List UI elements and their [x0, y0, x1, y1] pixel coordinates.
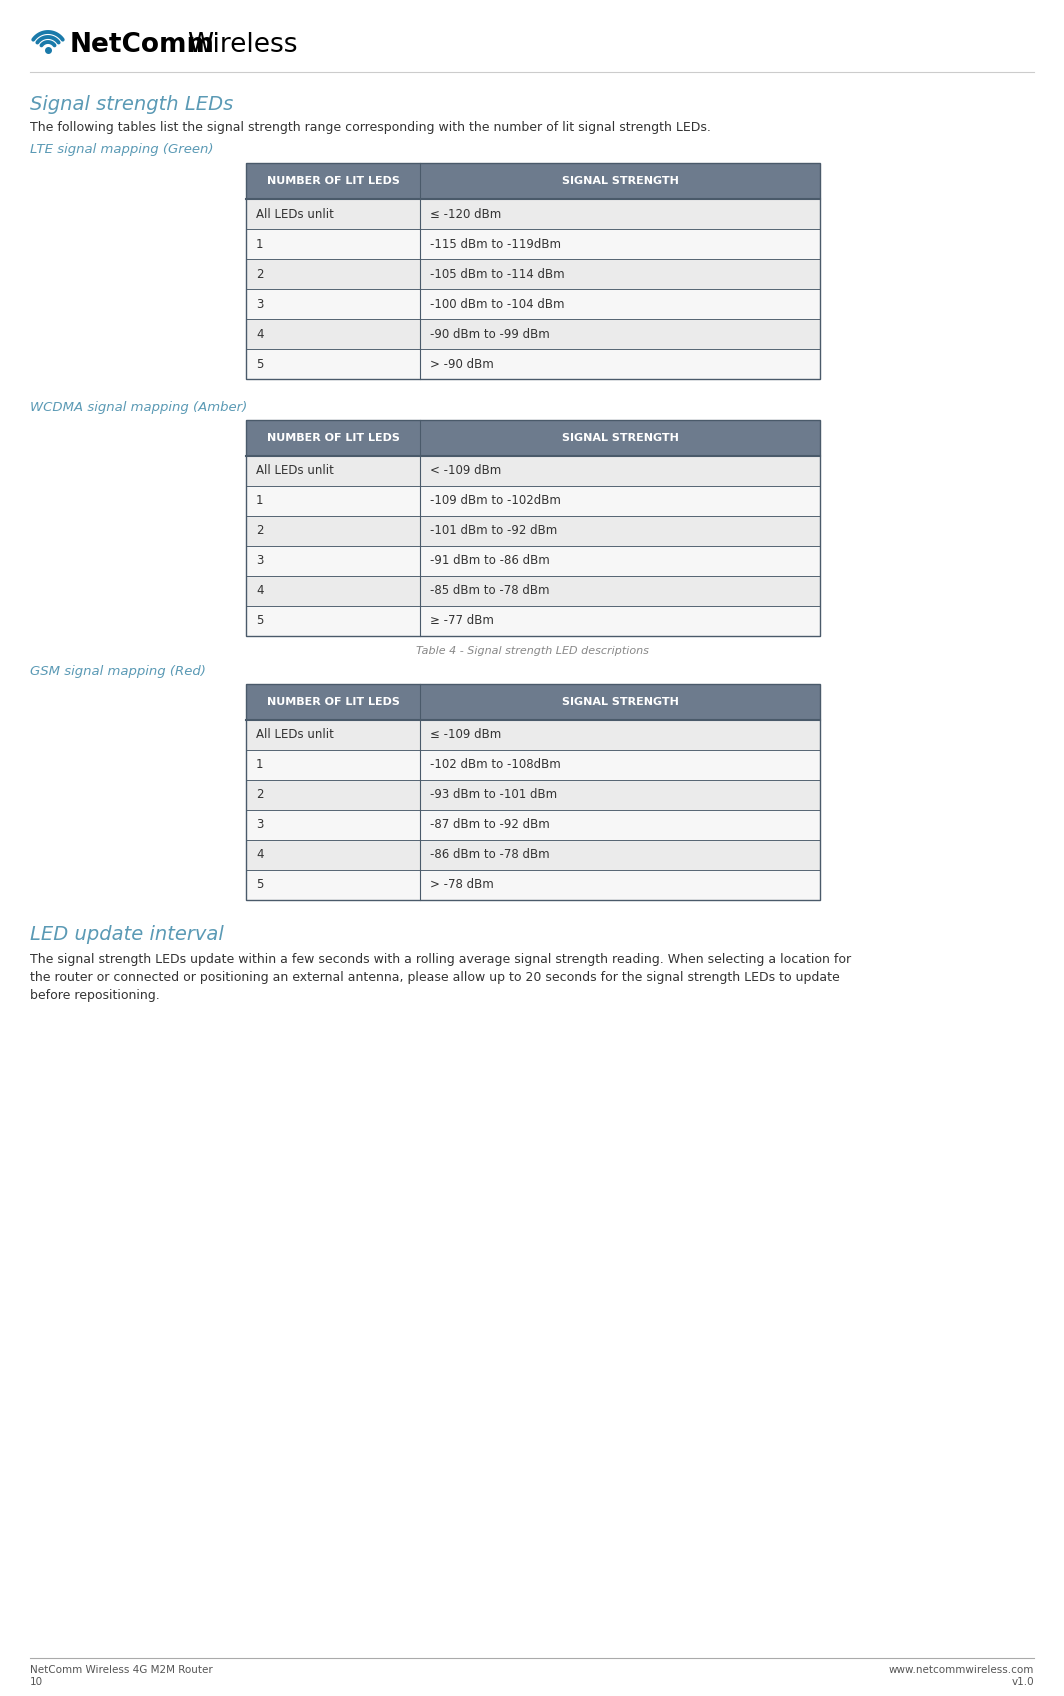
Bar: [246, 811, 820, 840]
Text: ≤ -109 dBm: ≤ -109 dBm: [430, 729, 501, 741]
Text: NetComm: NetComm: [70, 32, 215, 58]
Text: Signal strength LEDs: Signal strength LEDs: [30, 95, 233, 115]
Text: 2: 2: [256, 268, 264, 280]
Text: the router or connected or positioning an external antenna, please allow up to 2: the router or connected or positioning a…: [30, 970, 839, 984]
Bar: [246, 750, 820, 780]
Text: -87 dBm to -92 dBm: -87 dBm to -92 dBm: [430, 819, 550, 831]
Text: -115 dBm to -119dBm: -115 dBm to -119dBm: [430, 237, 561, 251]
Text: -86 dBm to -78 dBm: -86 dBm to -78 dBm: [430, 848, 550, 862]
Text: v1.0: v1.0: [1012, 1677, 1034, 1688]
Text: SIGNAL STRENGTH: SIGNAL STRENGTH: [562, 176, 679, 187]
Text: The following tables list the signal strength range corresponding with the numbe: The following tables list the signal str…: [30, 122, 711, 134]
Bar: [246, 163, 820, 378]
Text: ≥ -77 dBm: ≥ -77 dBm: [430, 614, 494, 628]
Bar: [246, 683, 820, 721]
Text: 5: 5: [256, 879, 264, 892]
Text: > -78 dBm: > -78 dBm: [430, 879, 494, 892]
Text: ≤ -120 dBm: ≤ -120 dBm: [430, 207, 501, 220]
Text: SIGNAL STRENGTH: SIGNAL STRENGTH: [562, 697, 679, 707]
Text: Wireless: Wireless: [187, 32, 298, 58]
Bar: [246, 546, 820, 577]
Text: SIGNAL STRENGTH: SIGNAL STRENGTH: [562, 432, 679, 443]
Bar: [246, 683, 820, 901]
Text: -109 dBm to -102dBm: -109 dBm to -102dBm: [430, 495, 561, 507]
Bar: [246, 721, 820, 750]
Bar: [246, 421, 820, 456]
Text: GSM signal mapping (Red): GSM signal mapping (Red): [30, 665, 205, 677]
Bar: [246, 319, 820, 349]
Text: 1: 1: [256, 495, 264, 507]
Bar: [246, 456, 820, 487]
Text: www.netcommwireless.com: www.netcommwireless.com: [888, 1665, 1034, 1676]
Text: The signal strength LEDs update within a few seconds with a rolling average sign: The signal strength LEDs update within a…: [30, 953, 851, 965]
Text: NUMBER OF LIT LEDS: NUMBER OF LIT LEDS: [267, 697, 399, 707]
Text: NetComm Wireless 4G M2M Router: NetComm Wireless 4G M2M Router: [30, 1665, 213, 1676]
Bar: [246, 487, 820, 516]
Text: -105 dBm to -114 dBm: -105 dBm to -114 dBm: [430, 268, 565, 280]
Text: LED update interval: LED update interval: [30, 926, 223, 945]
Text: 5: 5: [256, 358, 264, 370]
Bar: [246, 870, 820, 901]
Bar: [246, 288, 820, 319]
Bar: [246, 259, 820, 288]
Text: -100 dBm to -104 dBm: -100 dBm to -104 dBm: [430, 297, 565, 310]
Text: 3: 3: [256, 297, 264, 310]
Text: -90 dBm to -99 dBm: -90 dBm to -99 dBm: [430, 327, 550, 341]
Text: 1: 1: [256, 758, 264, 772]
Bar: [246, 198, 820, 229]
Text: All LEDs unlit: All LEDs unlit: [256, 465, 334, 478]
Text: -93 dBm to -101 dBm: -93 dBm to -101 dBm: [430, 789, 558, 802]
Text: 4: 4: [256, 585, 264, 597]
Bar: [246, 516, 820, 546]
Text: -85 dBm to -78 dBm: -85 dBm to -78 dBm: [430, 585, 549, 597]
Bar: [246, 605, 820, 636]
Bar: [246, 163, 820, 198]
Text: 3: 3: [256, 819, 264, 831]
Text: NUMBER OF LIT LEDS: NUMBER OF LIT LEDS: [267, 176, 399, 187]
Text: 4: 4: [256, 327, 264, 341]
Text: 2: 2: [256, 524, 264, 538]
Bar: [246, 421, 820, 636]
Bar: [246, 577, 820, 605]
Text: LTE signal mapping (Green): LTE signal mapping (Green): [30, 144, 214, 156]
Text: > -90 dBm: > -90 dBm: [430, 358, 494, 370]
Bar: [246, 780, 820, 811]
Text: -91 dBm to -86 dBm: -91 dBm to -86 dBm: [430, 555, 550, 568]
Text: 5: 5: [256, 614, 264, 628]
Text: 10: 10: [30, 1677, 44, 1688]
Text: 1: 1: [256, 237, 264, 251]
Text: All LEDs unlit: All LEDs unlit: [256, 207, 334, 220]
Text: WCDMA signal mapping (Amber): WCDMA signal mapping (Amber): [30, 400, 247, 414]
Text: 4: 4: [256, 848, 264, 862]
Bar: [246, 349, 820, 378]
Bar: [246, 229, 820, 259]
Text: All LEDs unlit: All LEDs unlit: [256, 729, 334, 741]
Text: Table 4 - Signal strength LED descriptions: Table 4 - Signal strength LED descriptio…: [416, 646, 648, 656]
Text: 2: 2: [256, 789, 264, 802]
Text: < -109 dBm: < -109 dBm: [430, 465, 501, 478]
Text: before repositioning.: before repositioning.: [30, 989, 160, 1002]
Text: -102 dBm to -108dBm: -102 dBm to -108dBm: [430, 758, 561, 772]
Bar: [246, 840, 820, 870]
Text: NUMBER OF LIT LEDS: NUMBER OF LIT LEDS: [267, 432, 399, 443]
Text: -101 dBm to -92 dBm: -101 dBm to -92 dBm: [430, 524, 558, 538]
Text: 3: 3: [256, 555, 264, 568]
